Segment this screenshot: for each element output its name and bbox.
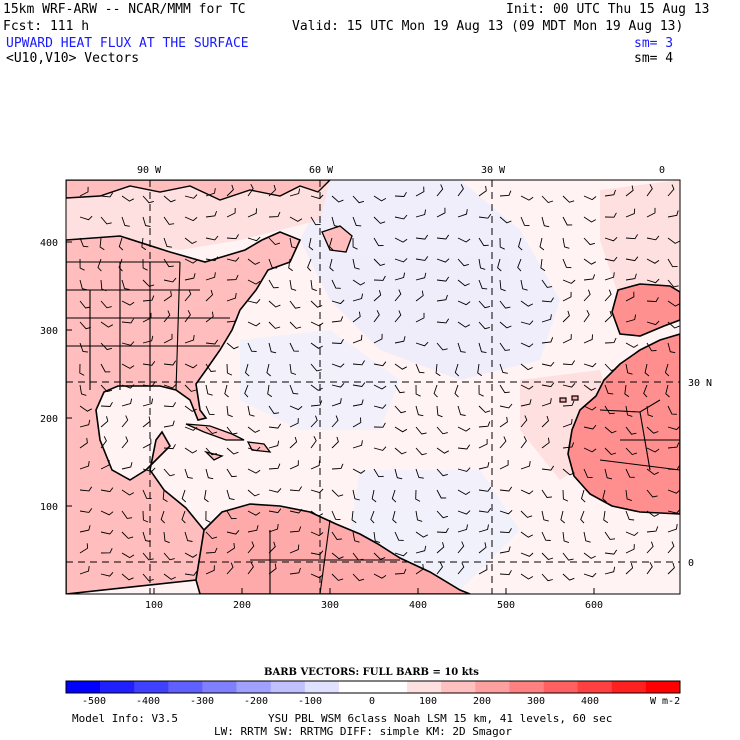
grid-label-y-100: 100 — [40, 502, 58, 513]
axis-ticks — [66, 241, 595, 594]
colorbar-swatch — [168, 681, 203, 693]
lon-label-60w: 60 W — [309, 165, 334, 176]
field-title: UPWARD HEAT FLUX AT THE SURFACE — [6, 36, 249, 51]
forecast-hour: Fcst: 111 h — [3, 19, 90, 34]
colorbar-units: W m-2 — [650, 696, 680, 707]
colorbar-swatch — [304, 681, 340, 693]
lat-lon-grid — [66, 180, 680, 594]
field-smoothing: sm= 3 — [634, 36, 674, 51]
grid-label-x-500: 500 — [497, 600, 515, 611]
africa-land — [567, 333, 680, 515]
colorbar-swatch — [134, 681, 169, 693]
colorbar-tick-label: -300 — [190, 696, 214, 707]
wind-barbs — [79, 183, 680, 582]
model-title: 15km WRF-ARW -- NCAR/MMM for TC — [3, 2, 246, 17]
map-frame — [65, 179, 681, 595]
colorbar-swatch — [611, 681, 647, 693]
colorbar-tick-label: -200 — [244, 696, 268, 707]
lon-label-0: 0 — [659, 165, 665, 176]
colorbar-swatch — [373, 681, 408, 693]
iberia-land — [611, 283, 680, 337]
vector-smoothing: sm= 4 — [634, 51, 674, 66]
barb-vectors-title: BARB VECTORS: FULL BARB = 10 kts — [264, 667, 479, 678]
grid-label-x-400: 400 — [409, 600, 427, 611]
colorbar-swatch — [509, 681, 544, 693]
model-info: Model Info: V3.5 — [72, 712, 178, 725]
vector-title: <U10,V10> Vectors — [6, 51, 140, 66]
colorbar-tick-label: -100 — [298, 696, 322, 707]
lon-label-90w: 90 W — [137, 165, 162, 176]
northern-land — [66, 180, 331, 201]
colorbar-tick-label: 100 — [419, 696, 437, 707]
colorbar-swatch — [100, 681, 135, 693]
colorbar-tick-label: 300 — [527, 696, 545, 707]
valid-time: Valid: 15 UTC Mon 19 Aug 13 (09 MDT Mon … — [292, 19, 684, 34]
grid-label-x-100: 100 — [145, 600, 163, 611]
grid-label-x-200: 200 — [233, 600, 251, 611]
colorbar-swatch — [407, 681, 442, 693]
south-america-land — [195, 503, 471, 594]
lat-label-30n: 30 N — [688, 378, 712, 389]
ocean-flux-shading — [240, 180, 560, 590]
physics-line-2: LW: RRTM SW: RRTMG DIFF: simple KM: 2D S… — [214, 725, 513, 738]
colorbar-frame — [65, 680, 681, 694]
lat-label-0: 0 — [688, 558, 694, 569]
colorbar-swatch — [543, 681, 578, 693]
colorbar-swatch — [66, 681, 101, 693]
colorbar-tick-label: 400 — [581, 696, 599, 707]
physics-line-1: YSU PBL WSM 6class Noah LSM 15 km, 41 le… — [268, 712, 613, 725]
colorbar-swatch — [338, 681, 374, 693]
colorbar-swatch — [236, 681, 271, 693]
grid-label-y-200: 200 — [40, 414, 58, 425]
colorbar-swatch — [645, 681, 681, 693]
atlantic-islands — [559, 395, 579, 403]
grid-label-x-600: 600 — [585, 600, 603, 611]
grid-label-x-300: 300 — [321, 600, 339, 611]
grid-label-y-400: 400 — [40, 238, 58, 249]
lon-label-30w: 30 W — [481, 165, 506, 176]
colorbar-tick-label: 0 — [369, 696, 375, 707]
colorbar-swatch — [577, 681, 613, 693]
colorbar-tick-label: -500 — [82, 696, 106, 707]
colorbar-swatch — [270, 681, 306, 693]
colorbar-labels: -500 -400 -300 -200 -100 0 100 200 300 4… — [82, 696, 680, 707]
colorbar-swatch — [202, 681, 237, 693]
colorbar-tick-label: 200 — [473, 696, 491, 707]
init-time: Init: 00 UTC Thu 15 Aug 13 — [506, 2, 710, 17]
colorbar-swatch — [441, 681, 476, 693]
wind-barb-field — [79, 183, 680, 582]
colorbar — [65, 680, 681, 694]
colorbar-swatch — [475, 681, 510, 693]
colorbar-tick-label: -400 — [136, 696, 160, 707]
grid-label-y-300: 300 — [40, 326, 58, 337]
